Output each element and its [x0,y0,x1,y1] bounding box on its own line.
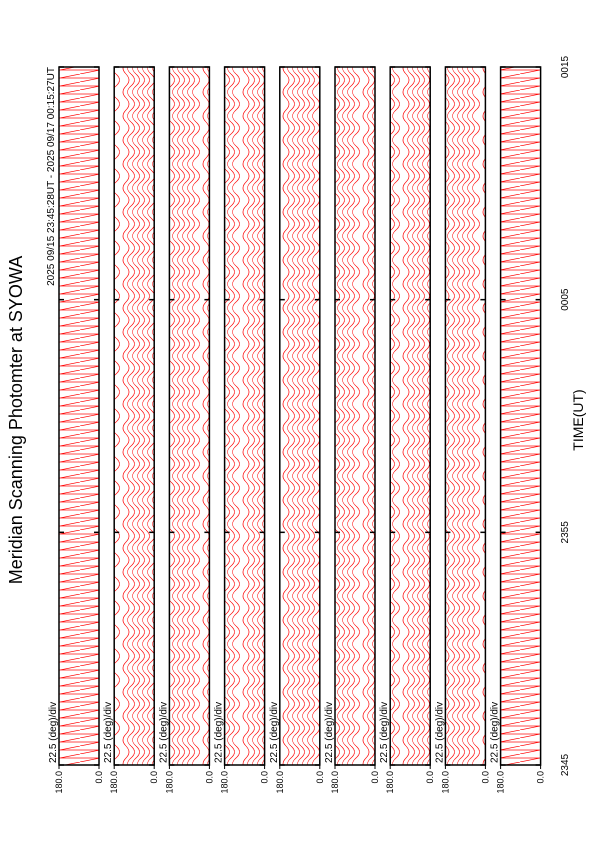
scale-label: 22.5 (deg)/div [379,702,390,763]
scale-label: 22.5 (deg)/div [103,702,114,763]
y-tick-label: 0.0 [480,771,490,784]
chart-title: Meridian Scanning Photomter at SYOWA [6,256,26,584]
trace-panel [389,66,431,766]
y-tick-label: 0.0 [94,771,104,784]
y-tick-label: 180.0 [164,771,174,794]
trace-panel [58,66,100,766]
trace-panel [499,66,542,766]
scale-label: 22.5 (deg)/div [490,702,501,763]
scale-label: 22.5 (deg)/div [158,702,169,763]
x-axis-label: TIME(UT) [570,389,586,450]
y-tick-label: 180.0 [385,771,395,794]
y-tick-label: 0.0 [370,771,380,784]
y-tick-label: 180.0 [275,771,285,794]
scale-label: 22.5 (deg)/div [214,702,225,763]
y-tick-label: 0.0 [260,771,270,784]
scale-label: 22.5 (deg)/div [324,702,335,763]
y-tick-label: 180.0 [220,771,230,794]
trace-panel [444,66,487,766]
trace-panel [279,66,321,766]
y-tick-label: 180.0 [54,771,64,794]
y-tick-label: 180.0 [330,771,340,794]
y-tick-label: 0.0 [204,771,214,784]
trace-panel [168,66,211,766]
y-tick-label: 0.0 [536,771,546,784]
y-tick-label: 0.0 [149,771,159,784]
y-tick-label: 180.0 [496,771,506,794]
trace-panel [334,66,376,766]
y-tick-label: 180.0 [109,771,119,794]
scale-label: 22.5 (deg)/div [434,702,445,763]
x-tick-label: 2355 [560,521,571,544]
y-tick-label: 180.0 [440,771,450,794]
x-tick-label: 0015 [560,55,571,78]
scale-label: 22.5 (deg)/div [48,702,59,763]
scale-label: 22.5 (deg)/div [269,702,280,763]
x-tick-label: 2345 [560,753,571,776]
rotated-plot: Meridian Scanning Photomter at SYOWA 202… [6,55,586,793]
y-tick-label: 0.0 [315,771,325,784]
subtitle: 2025 09/15 23:45:28UT - 2025 09/17 00:15… [46,67,57,286]
trace-panel [113,66,155,766]
trace-panel [223,66,266,766]
y-tick-label: 0.0 [425,771,435,784]
x-tick-label: 0005 [560,288,571,311]
